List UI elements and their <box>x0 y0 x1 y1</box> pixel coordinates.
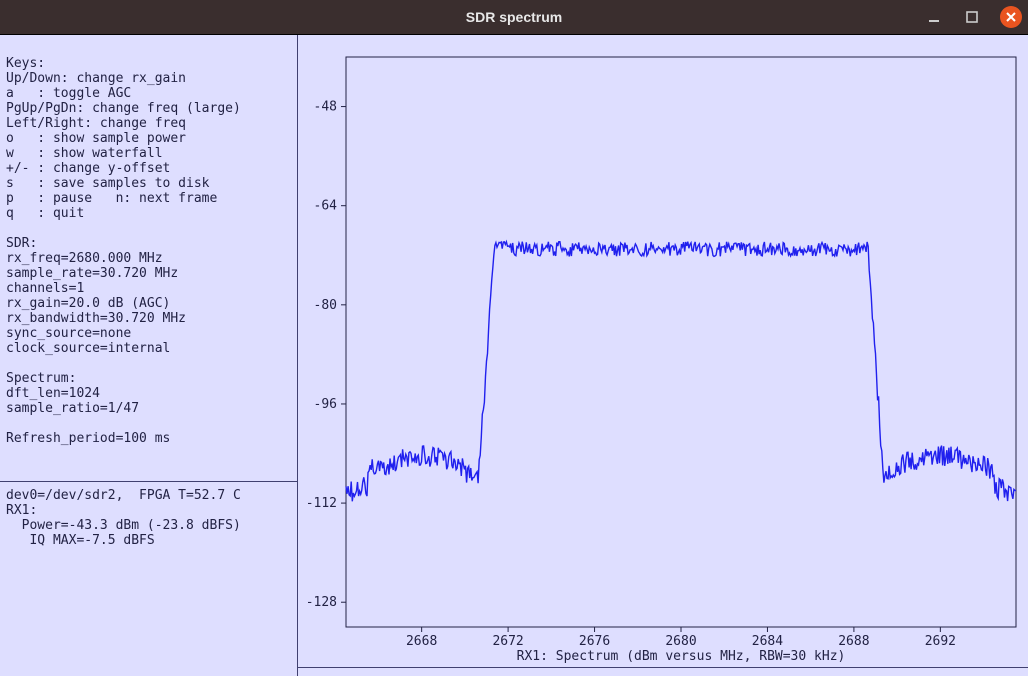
maximize-icon <box>965 10 979 24</box>
svg-text:-64: -64 <box>314 199 338 214</box>
left-column: Keys: Up/Down: change rx_gain a : toggle… <box>0 35 298 676</box>
maximize-button[interactable] <box>962 7 982 27</box>
svg-text:2668: 2668 <box>406 634 437 649</box>
window-title: SDR spectrum <box>466 9 562 25</box>
right-column: -48 -64 -80 -96 -112 -128 2668 2672 2676 2680 2684… <box>298 35 1028 676</box>
spectrum-plot: -48 -64 -80 -96 -112 -128 2668 2672 2676 2680 2684… <box>298 35 1028 668</box>
close-icon <box>1005 11 1017 23</box>
close-button[interactable] <box>1000 6 1022 28</box>
svg-text:RX1: Spectrum (dBm versus MHz,: RX1: Spectrum (dBm versus MHz, RBW=30 kH… <box>517 649 846 664</box>
info-panel: Keys: Up/Down: change rx_gain a : toggle… <box>0 35 297 482</box>
svg-text:-96: -96 <box>314 397 337 412</box>
status-panel: dev0=/dev/sdr2, FPGA T=52.7 C RX1: Power… <box>0 482 297 676</box>
svg-text:2676: 2676 <box>579 634 610 649</box>
workspace: Keys: Up/Down: change rx_gain a : toggle… <box>0 34 1028 676</box>
svg-text:-48: -48 <box>314 100 337 115</box>
svg-text:-128: -128 <box>306 595 337 610</box>
plot-footer <box>298 668 1028 676</box>
svg-text:2692: 2692 <box>925 634 956 649</box>
minimize-icon <box>927 10 941 24</box>
minimize-button[interactable] <box>924 7 944 27</box>
svg-text:2672: 2672 <box>492 634 523 649</box>
svg-text:-80: -80 <box>314 298 337 313</box>
titlebar: SDR spectrum <box>0 0 1028 34</box>
svg-text:2680: 2680 <box>665 634 696 649</box>
svg-text:2684: 2684 <box>752 634 783 649</box>
window-controls <box>924 6 1022 28</box>
svg-text:2688: 2688 <box>838 634 869 649</box>
svg-text:-112: -112 <box>306 496 337 511</box>
